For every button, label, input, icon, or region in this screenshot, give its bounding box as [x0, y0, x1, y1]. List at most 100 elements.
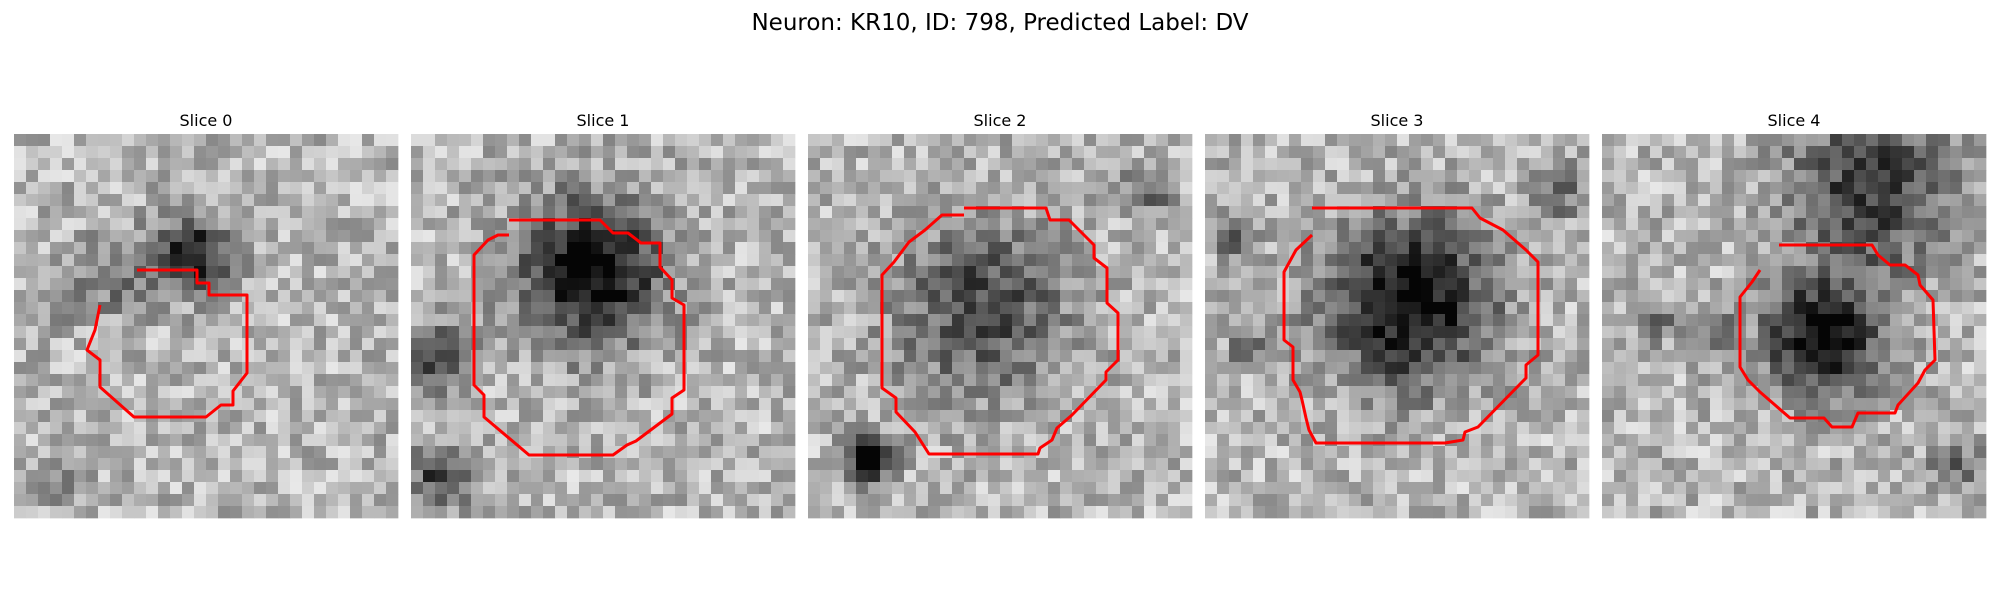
- image-pixel: [555, 434, 568, 447]
- image-pixel: [603, 506, 616, 519]
- image-pixel: [411, 182, 424, 195]
- image-pixel: [1096, 470, 1109, 483]
- image-pixel: [1830, 374, 1843, 387]
- image-pixel: [1373, 194, 1386, 207]
- image-pixel: [507, 326, 520, 339]
- image-pixel: [1241, 146, 1254, 159]
- image-pixel: [820, 446, 833, 459]
- image-pixel: [1144, 242, 1157, 255]
- image-pixel: [194, 182, 207, 195]
- image-pixel: [1878, 194, 1891, 207]
- image-pixel: [218, 146, 231, 159]
- image-pixel: [1084, 338, 1097, 351]
- image-pixel: [74, 434, 87, 447]
- image-pixel: [1289, 242, 1302, 255]
- image-pixel: [423, 218, 436, 231]
- image-pixel: [615, 290, 628, 303]
- image-pixel: [14, 494, 27, 507]
- image-pixel: [146, 182, 159, 195]
- image-pixel: [50, 338, 63, 351]
- image-pixel: [940, 326, 953, 339]
- image-pixel: [1012, 434, 1025, 447]
- image-pixel: [1409, 338, 1422, 351]
- image-pixel: [423, 242, 436, 255]
- image-pixel: [699, 422, 712, 435]
- image-pixel: [1445, 170, 1458, 183]
- image-pixel: [206, 158, 219, 171]
- image-pixel: [687, 182, 700, 195]
- image-pixel: [783, 386, 796, 399]
- image-pixel: [808, 230, 821, 243]
- image-pixel: [759, 350, 772, 363]
- image-pixel: [1301, 254, 1314, 267]
- image-pixel: [1541, 482, 1554, 495]
- image-pixel: [627, 362, 640, 375]
- image-pixel: [1662, 290, 1675, 303]
- image-pixel: [1156, 386, 1169, 399]
- image-pixel: [314, 434, 327, 447]
- image-pixel: [1421, 170, 1434, 183]
- image-pixel: [1842, 230, 1855, 243]
- image-pixel: [1650, 386, 1663, 399]
- image-pixel: [1686, 434, 1699, 447]
- image-pixel: [844, 338, 857, 351]
- image-pixel: [1397, 374, 1410, 387]
- image-pixel: [1866, 362, 1879, 375]
- image-pixel: [507, 194, 520, 207]
- image-pixel: [1974, 242, 1987, 255]
- image-pixel: [663, 494, 676, 507]
- image-pixel: [1469, 266, 1482, 279]
- image-pixel: [218, 326, 231, 339]
- image-pixel: [519, 482, 532, 495]
- image-pixel: [639, 470, 652, 483]
- image-pixel: [26, 146, 39, 159]
- image-pixel: [1818, 194, 1831, 207]
- image-pixel: [1096, 326, 1109, 339]
- image-pixel: [1602, 422, 1615, 435]
- image-pixel: [1397, 422, 1410, 435]
- image-pixel: [146, 290, 159, 303]
- image-pixel: [832, 254, 845, 267]
- image-pixel: [1217, 158, 1230, 171]
- image-pixel: [495, 506, 508, 519]
- image-pixel: [699, 206, 712, 219]
- image-pixel: [1698, 218, 1711, 231]
- image-pixel: [1529, 218, 1542, 231]
- image-pixel: [1602, 374, 1615, 387]
- image-pixel: [1397, 302, 1410, 315]
- image-pixel: [459, 290, 472, 303]
- image-pixel: [411, 158, 424, 171]
- image-pixel: [1734, 158, 1747, 171]
- image-pixel: [1770, 194, 1783, 207]
- image-pixel: [603, 434, 616, 447]
- image-pixel: [495, 350, 508, 363]
- image-pixel: [435, 326, 448, 339]
- image-pixel: [74, 458, 87, 471]
- image-pixel: [1205, 326, 1218, 339]
- image-pixel: [675, 410, 688, 423]
- image-pixel: [1746, 422, 1759, 435]
- image-pixel: [1962, 278, 1975, 291]
- image-pixel: [1265, 242, 1278, 255]
- image-pixel: [519, 182, 532, 195]
- image-pixel: [1614, 326, 1627, 339]
- image-pixel: [386, 410, 399, 423]
- image-pixel: [254, 218, 267, 231]
- image-pixel: [603, 458, 616, 471]
- image-pixel: [242, 278, 255, 291]
- image-pixel: [1638, 422, 1651, 435]
- image-pixel: [62, 422, 75, 435]
- image-pixel: [1096, 446, 1109, 459]
- image-pixel: [1602, 146, 1615, 159]
- image-pixel: [447, 290, 460, 303]
- image-pixel: [302, 338, 315, 351]
- image-pixel: [242, 422, 255, 435]
- image-pixel: [1205, 482, 1218, 495]
- image-pixel: [1000, 290, 1013, 303]
- image-pixel: [759, 434, 772, 447]
- image-pixel: [1253, 386, 1266, 399]
- image-pixel: [747, 362, 760, 375]
- image-pixel: [362, 362, 375, 375]
- image-pixel: [567, 386, 580, 399]
- image-pixel: [38, 314, 51, 327]
